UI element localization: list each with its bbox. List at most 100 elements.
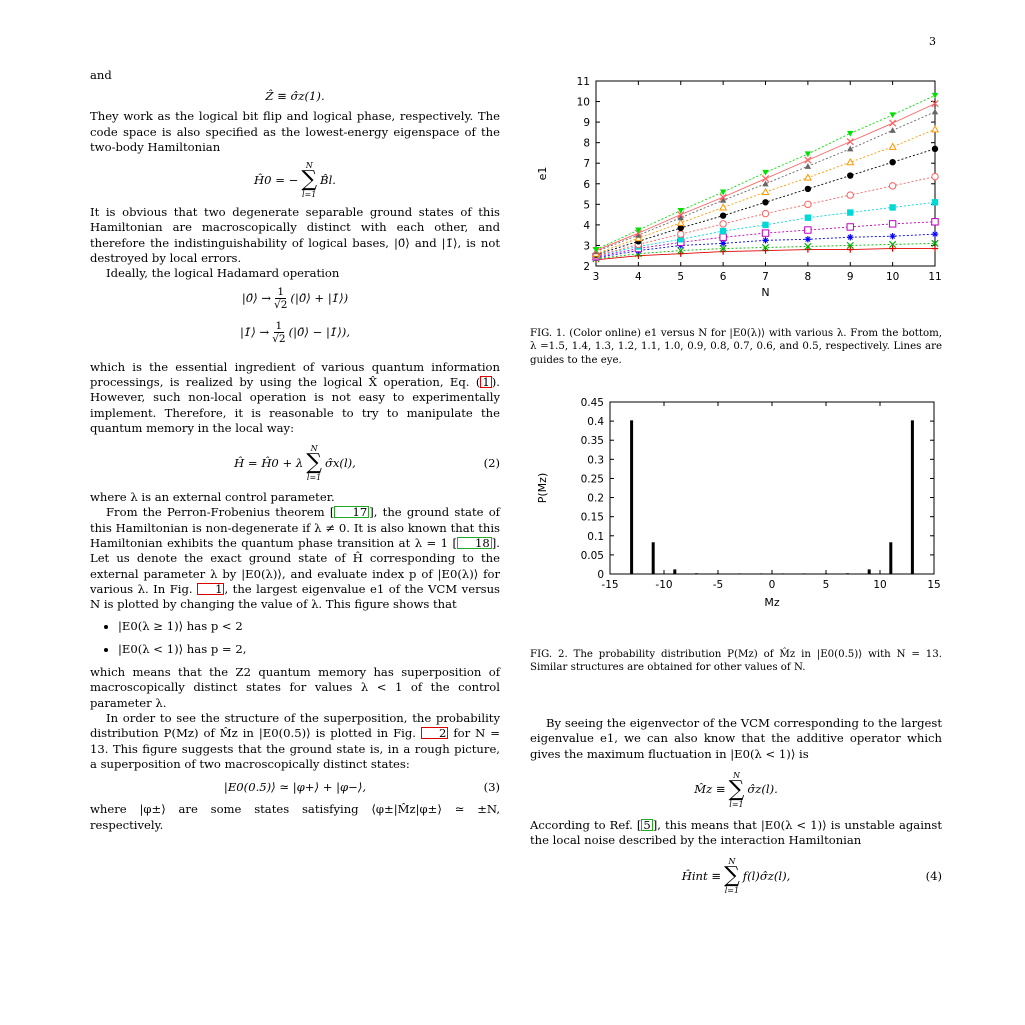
citation-link[interactable]: 18 [457, 537, 492, 550]
series-line [595, 233, 936, 259]
data-point [931, 172, 939, 181]
figure-link[interactable]: 1 [197, 582, 225, 595]
data-point [804, 156, 812, 164]
sum-operator: N ∑ l=1 [728, 770, 745, 809]
equation-4: Ĥint ≡ N ∑ l=1 f(l)σ̂z(l), (4) [681, 857, 942, 896]
data-point [888, 142, 897, 150]
data-point [931, 199, 939, 206]
data-point [719, 203, 728, 211]
bar [802, 573, 806, 574]
y-tick-label: 0.45 [581, 397, 604, 409]
data-point [761, 243, 770, 252]
equation-h0: Ĥ0 = − N ∑ l=1 B̂l. [254, 161, 336, 200]
y-tick-label: 8 [583, 138, 590, 150]
paragraph-6: From the Perron-Frobenius theorem [17], … [90, 505, 500, 612]
figure-link[interactable]: 2 [420, 727, 449, 740]
plot-frame [609, 401, 935, 575]
y-tick-label: 0.05 [581, 550, 604, 562]
page-number: 3 [929, 35, 936, 48]
x-axis-label: N [761, 286, 769, 299]
left-column: and Ẑ ≡ σ̂z(1). They work as the logical… [90, 68, 500, 833]
bar [781, 573, 785, 574]
data-point [889, 240, 897, 249]
data-point [846, 241, 854, 250]
data-point [762, 237, 769, 243]
y-tick-label: 6 [583, 179, 590, 191]
y-tick-label: 4 [583, 220, 590, 232]
paragraph-8: In order to see the structure of the sup… [90, 711, 500, 771]
series-line [595, 103, 936, 251]
data-point [719, 220, 727, 228]
bar [716, 573, 720, 574]
bar [846, 573, 850, 574]
data-point [677, 207, 684, 214]
data-point [804, 242, 812, 251]
paragraph-2: It is obvious that two degenerate separa… [90, 205, 500, 266]
bar [867, 569, 871, 574]
x-tick-label: 9 [847, 271, 854, 283]
data-point [805, 236, 811, 242]
x-tick-label: 5 [677, 271, 684, 283]
data-point [761, 187, 770, 196]
data-point [719, 244, 727, 253]
bar [910, 420, 914, 574]
data-point [889, 119, 897, 127]
equation-hadamard-2: |1̄⟩ → 1 √2 (|0̄⟩ − |1̄⟩), [239, 319, 351, 345]
figure-1-caption: FIG. 1. (Color online) e1 versus N for |… [530, 328, 942, 366]
y-axis-label: e1 [536, 167, 549, 181]
data-point [931, 218, 939, 226]
y-tick-label: 0.15 [581, 512, 604, 524]
data-point [931, 145, 939, 153]
paragraph-right-2: According to Ref. [5], this means that |… [530, 817, 942, 848]
y-tick-label: 3 [583, 240, 590, 252]
y-tick-label: 7 [583, 158, 590, 170]
data-point [635, 227, 642, 234]
data-point [889, 204, 896, 211]
series-line [595, 221, 936, 258]
y-tick-label: 11 [577, 76, 590, 88]
paragraph-5: where λ is an external control parameter… [90, 490, 335, 505]
x-tick-label: 10 [873, 579, 886, 591]
data-point [846, 223, 854, 231]
right-column-text: By seeing the eigenvector of the VCM cor… [530, 716, 942, 904]
data-point [846, 191, 854, 199]
bar [651, 542, 655, 574]
data-point [592, 246, 600, 253]
sum-operator: N ∑ l=1 [724, 857, 740, 896]
data-point [719, 227, 727, 235]
citation-link[interactable]: 5 [641, 817, 653, 832]
data-point [932, 231, 938, 237]
list-item: |E0(λ ≥ 1)⟩ has p < 2 [118, 619, 500, 634]
bar [694, 573, 698, 574]
bar [889, 542, 893, 574]
data-point [931, 99, 939, 108]
data-point [931, 108, 939, 115]
data-point [634, 234, 643, 242]
data-point [720, 240, 726, 246]
equation-zhat: Ẑ ≡ σ̂z(1). [265, 88, 325, 103]
x-tick-label: 10 [886, 271, 899, 283]
data-point [677, 214, 684, 221]
series-11 [592, 92, 939, 253]
y-tick-label: 2 [583, 261, 590, 273]
citation-link[interactable]: 17 [334, 506, 370, 519]
list-item: |E0(λ < 1)⟩ has p = 2, [118, 642, 500, 657]
data-point [888, 220, 897, 228]
data-point [719, 189, 727, 196]
x-tick-label: 7 [762, 271, 769, 283]
data-point [846, 138, 854, 146]
data-point [762, 199, 769, 206]
equation-2: Ĥ = Ĥ0 + λ N ∑ l=1 σ̂x(l), (2) [234, 444, 500, 483]
data-point [804, 214, 812, 221]
sum-operator: N ∑ l=1 [306, 444, 322, 483]
x-axis-label: Mz [764, 596, 779, 609]
data-point [719, 233, 727, 241]
x-tick-label: 5 [823, 579, 830, 591]
data-point [847, 172, 854, 179]
data-point [803, 173, 812, 181]
y-tick-label: 0.1 [587, 531, 604, 543]
equation-link[interactable]: 1 [480, 374, 492, 389]
data-point [930, 125, 940, 133]
data-point [804, 163, 812, 169]
x-tick-label: -5 [713, 579, 723, 591]
